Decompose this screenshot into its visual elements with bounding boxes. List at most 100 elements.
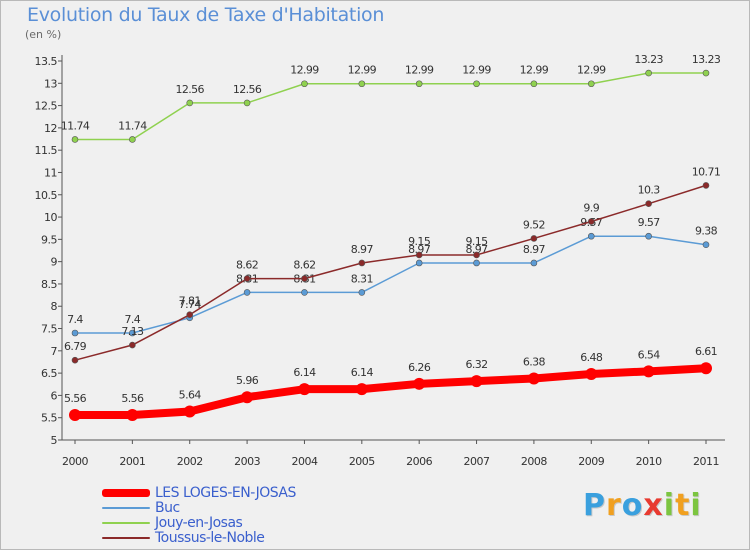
data-point xyxy=(241,391,254,404)
data-point xyxy=(645,200,652,207)
data-label: 7.4 xyxy=(67,313,83,326)
data-label: 6.26 xyxy=(408,361,431,374)
x-tick-label: 2004 xyxy=(291,455,317,468)
x-tick-label: 2003 xyxy=(234,455,260,468)
data-point xyxy=(415,259,423,267)
legend-swatch xyxy=(102,521,150,524)
y-tick-label: 6.5 xyxy=(41,367,57,380)
data-point xyxy=(645,232,652,240)
y-tick-label: 11.5 xyxy=(35,144,58,157)
data-label: 7.4 xyxy=(125,313,141,326)
data-label: 8.97 xyxy=(408,243,431,256)
data-label: 5.56 xyxy=(64,392,87,405)
data-point xyxy=(527,372,540,385)
y-tick-label: 8.5 xyxy=(41,278,57,291)
data-label: 9.15 xyxy=(408,235,431,248)
x-tick-label: 2007 xyxy=(464,455,490,468)
data-label: 10.3 xyxy=(638,184,661,197)
series-layer: 11.74 11.74 12.56 12.56 12.99 12.99 12.99 12.99… xyxy=(61,53,721,422)
y-tick-label: 9 xyxy=(51,256,58,269)
data-point xyxy=(530,80,538,88)
data-point xyxy=(355,383,368,396)
data-point xyxy=(702,241,710,249)
x-tick-label: 2001 xyxy=(119,455,145,468)
data-point xyxy=(71,329,79,337)
data-point xyxy=(298,383,311,396)
data-point xyxy=(530,235,538,242)
data-label: 7.74 xyxy=(179,298,202,311)
legend-label: Toussus-le-Noble xyxy=(155,529,265,546)
x-tick-label: 2010 xyxy=(636,455,662,468)
series-line xyxy=(74,235,707,334)
data-label: 9.57 xyxy=(638,216,661,229)
data-label: 6.14 xyxy=(351,366,374,379)
y-tick-label: 7 xyxy=(51,345,58,358)
data-label: 8.62 xyxy=(236,259,258,272)
series-buc: 7.47.47.748.318.318.318.978.978.979.579.… xyxy=(67,216,718,337)
legend-item: Buc xyxy=(102,499,180,516)
data-point xyxy=(702,182,710,189)
data-point xyxy=(470,375,483,388)
data-point xyxy=(301,289,308,296)
data-point xyxy=(415,80,423,88)
data-label: 12.56 xyxy=(175,83,204,96)
y-tick-label: 5 xyxy=(51,434,58,447)
data-point xyxy=(183,405,196,418)
data-point xyxy=(243,289,251,296)
y-tick-label: 10 xyxy=(44,211,57,224)
data-label: 8.97 xyxy=(523,243,546,256)
y-tick-label: 9.5 xyxy=(41,233,57,246)
data-point xyxy=(69,409,81,422)
series-line xyxy=(74,184,707,361)
logo-letter: r xyxy=(606,488,622,523)
logo-letter: o xyxy=(621,488,644,523)
data-point xyxy=(642,365,655,378)
data-label: 5.96 xyxy=(236,374,259,387)
data-label: 6.61 xyxy=(695,345,717,358)
data-point xyxy=(186,99,194,107)
legend-label: Buc xyxy=(155,499,180,516)
legend-swatch xyxy=(102,488,150,497)
data-label: 12.99 xyxy=(290,64,319,77)
x-tick-label: 2000 xyxy=(62,455,88,468)
y-tick-label: 13 xyxy=(44,77,57,90)
chart-title: Evolution du Taux de Taxe d'Habitation xyxy=(27,4,385,26)
y-tick-label: 13.5 xyxy=(35,55,58,68)
logo-letter: P xyxy=(583,488,606,523)
data-point xyxy=(71,356,79,364)
x-tick-label: 2011 xyxy=(693,455,719,468)
proxiti-logo: Proxiti xyxy=(583,488,702,523)
data-label: 11.74 xyxy=(61,119,90,132)
legend-item: LES LOGES-EN-JOSAS xyxy=(102,485,296,501)
data-label: 8.31 xyxy=(351,272,373,285)
data-label: 12.99 xyxy=(577,64,606,77)
data-label: 13.23 xyxy=(634,53,663,66)
legend-label: Jouy-en-Josas xyxy=(155,514,243,531)
data-point xyxy=(301,80,308,88)
y-tick-label: 7.5 xyxy=(41,323,57,336)
data-point xyxy=(301,275,308,282)
data-point xyxy=(702,69,710,77)
y-tick-label: 10.5 xyxy=(35,189,58,202)
logo-letter: t xyxy=(675,488,691,523)
data-point xyxy=(358,289,366,296)
data-label: 5.56 xyxy=(121,392,144,405)
data-label: 6.54 xyxy=(638,348,661,361)
data-label: 8.62 xyxy=(293,259,315,272)
data-point xyxy=(415,251,423,259)
series-toussus-le-noble: 6.797.137.818.62 8.628.979.15 9.159.529.91… xyxy=(64,165,721,364)
y-tick-label: 11 xyxy=(44,166,57,179)
x-tick-label: 2006 xyxy=(406,455,432,468)
legend-swatch xyxy=(102,506,150,509)
data-label: 13.23 xyxy=(692,53,721,66)
data-point xyxy=(700,362,712,375)
data-point xyxy=(358,80,366,88)
logo-letter: i xyxy=(663,488,676,523)
data-label: 11.74 xyxy=(118,119,147,132)
data-point xyxy=(129,329,136,337)
data-label: 12.99 xyxy=(462,64,491,77)
data-label: 7.81 xyxy=(179,295,201,308)
data-point xyxy=(587,80,595,88)
